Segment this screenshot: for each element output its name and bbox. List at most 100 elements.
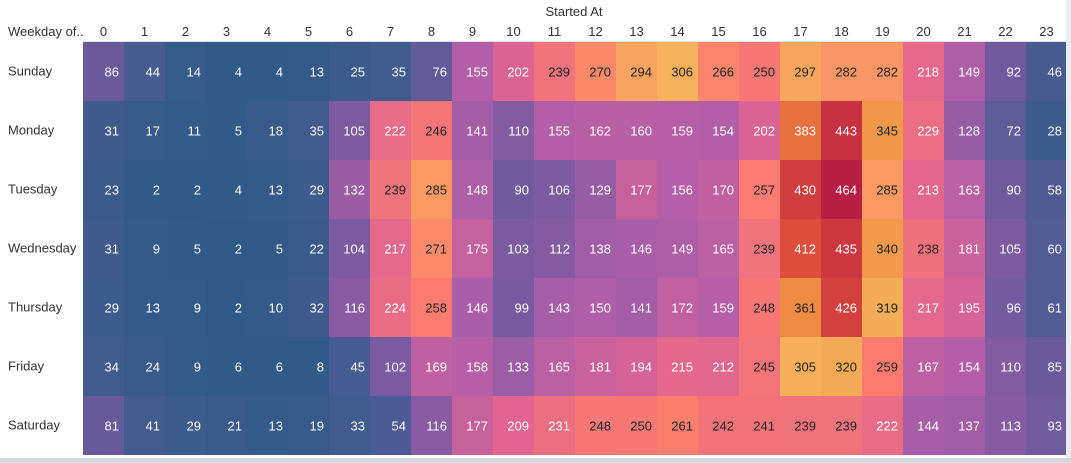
heatmap-cell[interactable] xyxy=(944,278,985,337)
heatmap-cell[interactable] xyxy=(370,160,411,219)
heatmap-cell[interactable] xyxy=(493,42,534,101)
heatmap-cell[interactable] xyxy=(370,396,411,455)
heatmap-cell[interactable] xyxy=(944,101,985,160)
heatmap-cell[interactable] xyxy=(206,101,247,160)
heatmap-cell[interactable] xyxy=(903,396,944,455)
heatmap-cell[interactable] xyxy=(862,42,903,101)
heatmap-cell[interactable] xyxy=(124,101,165,160)
heatmap-cell[interactable] xyxy=(903,337,944,396)
heatmap-cell[interactable] xyxy=(739,42,780,101)
heatmap-cell[interactable] xyxy=(780,337,821,396)
heatmap-cell[interactable] xyxy=(944,160,985,219)
heatmap-cell[interactable] xyxy=(780,101,821,160)
heatmap-cell[interactable] xyxy=(903,160,944,219)
heatmap-cell[interactable] xyxy=(657,42,698,101)
heatmap-cell[interactable] xyxy=(985,396,1026,455)
heatmap-cell[interactable] xyxy=(83,219,124,278)
heatmap-cell[interactable] xyxy=(452,219,493,278)
heatmap-cell[interactable] xyxy=(370,42,411,101)
heatmap-cell[interactable] xyxy=(739,101,780,160)
heatmap-cell[interactable] xyxy=(862,219,903,278)
heatmap-cell[interactable] xyxy=(206,160,247,219)
heatmap-cell[interactable] xyxy=(780,160,821,219)
heatmap-cell[interactable] xyxy=(370,337,411,396)
heatmap-cell[interactable] xyxy=(206,278,247,337)
heatmap-cell[interactable] xyxy=(698,337,739,396)
heatmap-cell[interactable] xyxy=(329,42,370,101)
heatmap-cell[interactable] xyxy=(1026,101,1067,160)
heatmap-cell[interactable] xyxy=(411,160,452,219)
heatmap-cell[interactable] xyxy=(534,160,575,219)
heatmap-cell[interactable] xyxy=(821,396,862,455)
heatmap-cell[interactable] xyxy=(780,42,821,101)
heatmap-cell[interactable] xyxy=(698,396,739,455)
heatmap-cell[interactable] xyxy=(903,278,944,337)
heatmap-cell[interactable] xyxy=(862,337,903,396)
heatmap-cell[interactable] xyxy=(657,278,698,337)
heatmap-cell[interactable] xyxy=(821,160,862,219)
heatmap-cell[interactable] xyxy=(165,278,206,337)
heatmap-cell[interactable] xyxy=(534,42,575,101)
heatmap-cell[interactable] xyxy=(821,337,862,396)
heatmap-cell[interactable] xyxy=(821,278,862,337)
heatmap-cell[interactable] xyxy=(493,278,534,337)
heatmap-cell[interactable] xyxy=(165,219,206,278)
heatmap-cell[interactable] xyxy=(165,101,206,160)
heatmap-cell[interactable] xyxy=(165,42,206,101)
heatmap-cell[interactable] xyxy=(616,337,657,396)
heatmap-cell[interactable] xyxy=(124,160,165,219)
heatmap-cell[interactable] xyxy=(165,396,206,455)
heatmap-cell[interactable] xyxy=(616,219,657,278)
heatmap-cell[interactable] xyxy=(83,101,124,160)
heatmap-cell[interactable] xyxy=(534,337,575,396)
heatmap-cell[interactable] xyxy=(862,278,903,337)
heatmap-cell[interactable] xyxy=(698,219,739,278)
heatmap-cell[interactable] xyxy=(903,101,944,160)
heatmap-cell[interactable] xyxy=(247,337,288,396)
heatmap-cell[interactable] xyxy=(288,396,329,455)
heatmap-cell[interactable] xyxy=(83,337,124,396)
heatmap-cell[interactable] xyxy=(739,160,780,219)
heatmap-cell[interactable] xyxy=(944,337,985,396)
heatmap-cell[interactable] xyxy=(329,101,370,160)
heatmap-cell[interactable] xyxy=(206,396,247,455)
heatmap-cell[interactable] xyxy=(411,219,452,278)
heatmap-cell[interactable] xyxy=(288,160,329,219)
heatmap-cell[interactable] xyxy=(370,101,411,160)
heatmap-cell[interactable] xyxy=(862,101,903,160)
heatmap-cell[interactable] xyxy=(780,396,821,455)
heatmap-cell[interactable] xyxy=(493,101,534,160)
heatmap-cell[interactable] xyxy=(698,42,739,101)
heatmap-cell[interactable] xyxy=(1026,337,1067,396)
heatmap-cell[interactable] xyxy=(657,396,698,455)
heatmap-cell[interactable] xyxy=(575,396,616,455)
heatmap-cell[interactable] xyxy=(862,160,903,219)
heatmap-cell[interactable] xyxy=(288,219,329,278)
heatmap-cell[interactable] xyxy=(821,219,862,278)
heatmap-cell[interactable] xyxy=(739,219,780,278)
heatmap-cell[interactable] xyxy=(411,337,452,396)
heatmap-cell[interactable] xyxy=(739,396,780,455)
heatmap-cell[interactable] xyxy=(534,219,575,278)
heatmap-cell[interactable] xyxy=(698,278,739,337)
heatmap-cell[interactable] xyxy=(452,160,493,219)
heatmap-cell[interactable] xyxy=(985,278,1026,337)
heatmap-cell[interactable] xyxy=(288,42,329,101)
heatmap-cell[interactable] xyxy=(247,278,288,337)
heatmap-cell[interactable] xyxy=(985,337,1026,396)
heatmap-cell[interactable] xyxy=(698,101,739,160)
heatmap-cell[interactable] xyxy=(1026,396,1067,455)
heatmap-cell[interactable] xyxy=(206,219,247,278)
heatmap-cell[interactable] xyxy=(698,160,739,219)
heatmap-cell[interactable] xyxy=(575,101,616,160)
heatmap-cell[interactable] xyxy=(247,396,288,455)
heatmap-cell[interactable] xyxy=(657,219,698,278)
heatmap-cell[interactable] xyxy=(944,396,985,455)
heatmap-cell[interactable] xyxy=(616,160,657,219)
heatmap-cell[interactable] xyxy=(493,396,534,455)
heatmap-cell[interactable] xyxy=(985,219,1026,278)
heatmap-cell[interactable] xyxy=(1026,42,1067,101)
heatmap-cell[interactable] xyxy=(288,278,329,337)
heatmap-cell[interactable] xyxy=(780,278,821,337)
heatmap-cell[interactable] xyxy=(903,42,944,101)
